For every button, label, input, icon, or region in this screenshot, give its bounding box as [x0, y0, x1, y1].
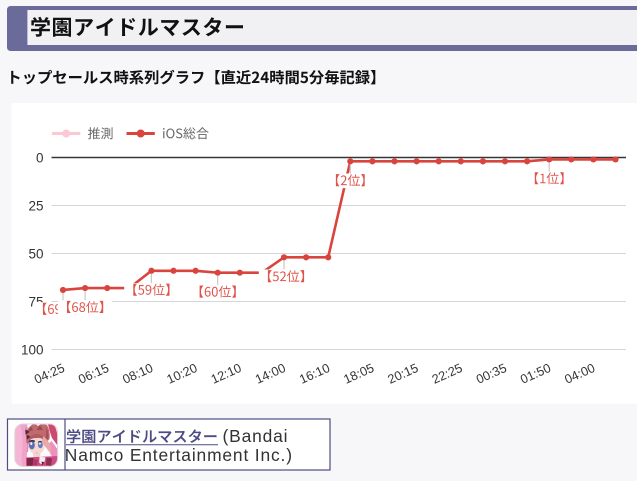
svg-text:(Bandai: (Bandai [223, 426, 289, 446]
svg-text:100: 100 [21, 342, 44, 357]
svg-text:50: 50 [28, 246, 43, 261]
svg-text:Namco Entertainment Inc.): Namco Entertainment Inc.) [65, 445, 293, 465]
svg-text:25: 25 [28, 198, 43, 213]
svg-text:0: 0 [36, 150, 44, 165]
